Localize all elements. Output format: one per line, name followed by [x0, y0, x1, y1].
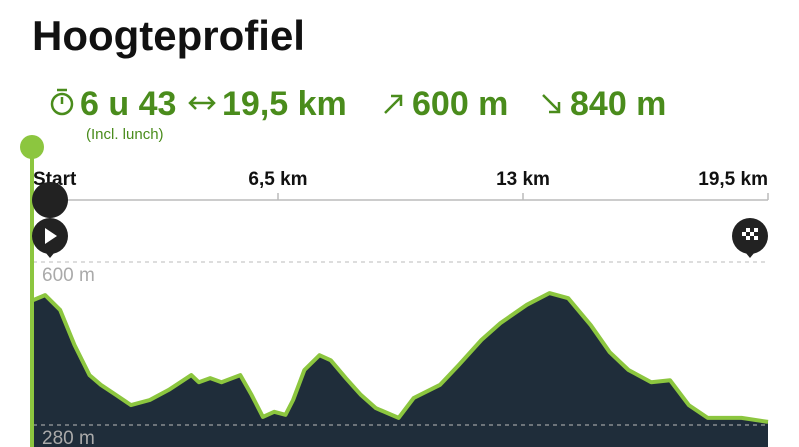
elevation-line: [32, 291, 769, 424]
elevation-area: [33, 293, 768, 447]
descent: 840 m: [570, 85, 666, 123]
x-tick-label: 19,5 km: [698, 169, 768, 190]
x-tick-label: 6,5 km: [248, 169, 307, 190]
position-marker: [20, 135, 44, 159]
distance: 19,5 km: [222, 85, 347, 123]
finish-marker: [732, 218, 768, 258]
title: Hoogteprofiel: [32, 12, 305, 59]
y-tick-label: 280 m: [42, 428, 95, 447]
ascent: 600 m: [412, 85, 508, 123]
duration: 6 u 43: [80, 85, 176, 123]
start-marker: [32, 182, 69, 258]
x-tick-label: 13 km: [496, 169, 550, 190]
distance-icon: [188, 96, 216, 110]
y-tick-label: 600 m: [42, 265, 95, 286]
ascent-icon: [384, 94, 403, 114]
stopwatch-icon: [50, 88, 74, 116]
descent-icon: [542, 94, 561, 114]
duration-note: (Incl. lunch): [86, 126, 164, 143]
